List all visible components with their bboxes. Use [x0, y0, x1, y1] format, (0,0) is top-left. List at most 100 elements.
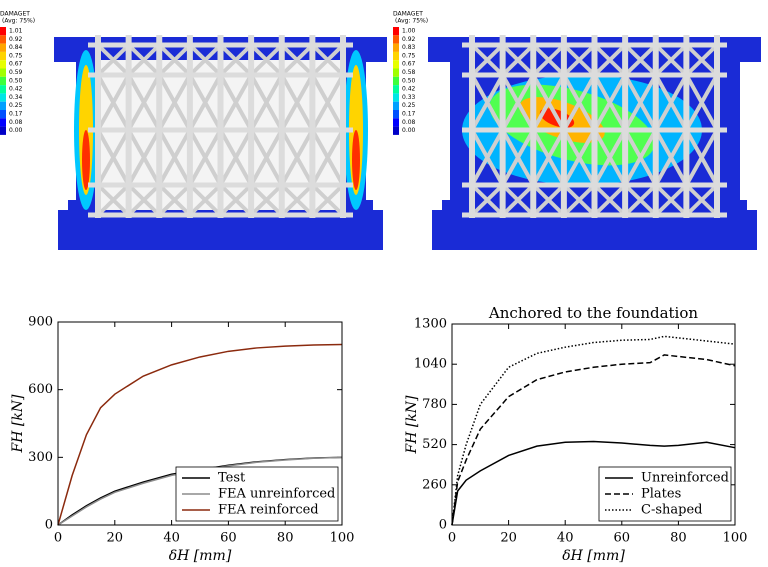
damage [352, 130, 360, 190]
legend-value: 0.17 [402, 111, 416, 118]
legend-swatch [393, 43, 399, 52]
chart: Anchored to the foundation 0 20 40 60 80 100 0 2… [404, 304, 747, 564]
legend-swatch [0, 101, 6, 110]
legend-value: 0.50 [402, 77, 416, 84]
legend-swatch [0, 118, 6, 127]
diagonal [280, 43, 314, 77]
diagonal [470, 74, 505, 131]
legend-subtitle: (Avg: 75%) [395, 18, 428, 25]
diagonal [684, 183, 719, 217]
x-tick-label: 80 [670, 531, 687, 546]
x-tick-label: 0 [448, 531, 456, 546]
legend-value: 0.84 [9, 44, 23, 51]
legend-swatch [0, 93, 6, 102]
y-tick-label: 300 [28, 450, 53, 465]
legend-value: 0.92 [9, 36, 23, 43]
diagonal [188, 183, 222, 217]
legend-swatch [0, 51, 6, 61]
y-tick-label: 1040 [414, 357, 447, 372]
diagonal [562, 74, 597, 131]
legend-swatch [393, 76, 399, 86]
legend-value: 0.58 [402, 69, 416, 76]
diagonal [654, 129, 689, 186]
contour-plot: DAMAGET(Avg: 75%)1.010.920.840.750.670.5… [0, 11, 387, 250]
legend-value: 0.00 [402, 127, 416, 134]
diagonal [310, 183, 345, 217]
legend-label: Test [218, 471, 246, 486]
diagonal [96, 129, 131, 186]
diagonal [623, 183, 658, 217]
legend-value: 0.83 [402, 44, 416, 51]
legend-swatch [0, 85, 6, 94]
x-axis-label: δH [mm] [169, 548, 232, 564]
y-tick-label: 900 [28, 315, 53, 330]
x-tick-label: 60 [614, 531, 631, 546]
diagonal [157, 74, 192, 131]
diagonal [218, 129, 253, 186]
legend-swatch [0, 43, 6, 52]
legend-value: 1.00 [402, 28, 416, 35]
legend-value: 0.42 [9, 86, 23, 93]
legend-value: 0.75 [9, 52, 23, 59]
diagonal [470, 183, 505, 217]
diagonal [280, 74, 315, 131]
legend-swatch [0, 60, 6, 69]
diagonal [310, 43, 345, 77]
diagonal [280, 129, 315, 186]
legend-value: 0.59 [9, 69, 23, 76]
x-tick-label: 20 [107, 531, 124, 546]
diagonal [470, 43, 505, 77]
legend-value: 1.01 [9, 28, 23, 35]
plot-frame [57, 321, 343, 526]
diagonal [127, 43, 161, 77]
diagonal [562, 43, 596, 77]
legend-value: 0.75 [402, 52, 416, 59]
legend-swatch [393, 101, 399, 110]
y-tick-label: 0 [45, 518, 53, 533]
y-tick-label: 780 [422, 397, 447, 412]
diagonal [531, 43, 566, 77]
diagonal [188, 74, 223, 131]
diagonal [188, 43, 222, 77]
diagonal [592, 74, 627, 131]
legend-swatch [393, 110, 399, 119]
diagonal [249, 74, 284, 131]
diagonal [126, 74, 161, 131]
diagonal [249, 43, 284, 77]
legend-value: 0.42 [402, 86, 416, 93]
legend-swatch [393, 51, 399, 61]
diagonal [310, 74, 345, 131]
diagonal [219, 183, 253, 217]
y-tick-label: 520 [422, 437, 447, 452]
diagonal [310, 129, 345, 186]
diagonal [501, 43, 535, 77]
diagonal [654, 74, 689, 131]
legend-title: DAMAGET [0, 11, 30, 18]
diagonal [500, 129, 535, 186]
contour-plot: DAMAGET(Avg: 75%)1.000.920.830.750.670.5… [393, 11, 761, 250]
diagonal [280, 183, 314, 217]
x-tick-label: 40 [163, 531, 180, 546]
diagonal [562, 129, 597, 186]
diagonal [593, 183, 627, 217]
legend-label: FEA unreinforced [218, 487, 335, 502]
legend-swatch [393, 93, 399, 102]
data-line [451, 354, 736, 526]
legend-value: 0.92 [402, 36, 416, 43]
legend-value: 0.08 [9, 119, 23, 126]
legend-value: 0.50 [9, 77, 23, 84]
diagonal [593, 43, 627, 77]
diagonal [219, 43, 253, 77]
legend-label: Unreinforced [641, 471, 729, 486]
x-tick-label: 40 [557, 531, 574, 546]
y-tick-label: 600 [28, 382, 53, 397]
diagonal [684, 74, 719, 131]
legend-value: 0.33 [402, 94, 416, 101]
chart-title: Anchored to the foundation [488, 304, 698, 322]
diagonal [623, 129, 658, 186]
legend-title: DAMAGET [393, 11, 423, 18]
x-tick-label: 100 [330, 531, 355, 546]
legend-swatch [0, 76, 6, 86]
diagonal [96, 74, 131, 131]
